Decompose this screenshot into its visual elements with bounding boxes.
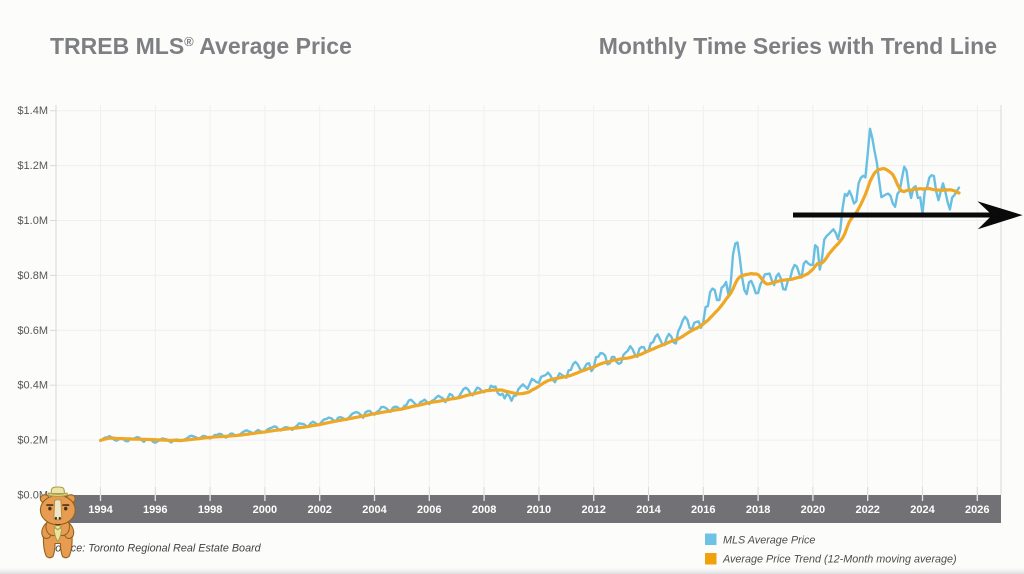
- svg-text:2026: 2026: [965, 504, 989, 516]
- svg-text:MLS Average Price: MLS Average Price: [723, 535, 815, 547]
- svg-text:Source: Toronto Regional Real: Source: Toronto Regional Real Estate Boa…: [48, 543, 262, 555]
- svg-text:$0.2M: $0.2M: [17, 435, 48, 447]
- svg-text:2018: 2018: [746, 504, 770, 516]
- svg-text:2006: 2006: [417, 504, 441, 516]
- svg-text:1996: 1996: [143, 504, 167, 516]
- svg-text:$1.2M: $1.2M: [17, 160, 48, 172]
- svg-text:2008: 2008: [472, 504, 496, 516]
- svg-text:2012: 2012: [581, 504, 605, 516]
- svg-text:1998: 1998: [198, 504, 222, 516]
- svg-text:2022: 2022: [855, 504, 879, 516]
- svg-text:2010: 2010: [527, 504, 551, 516]
- svg-text:$0.6M: $0.6M: [17, 325, 48, 337]
- svg-text:2020: 2020: [801, 504, 825, 516]
- svg-text:$1.4M: $1.4M: [17, 105, 48, 117]
- svg-text:$1.0M: $1.0M: [17, 215, 48, 227]
- svg-text:2002: 2002: [307, 504, 331, 516]
- svg-text:2014: 2014: [636, 504, 661, 516]
- svg-text:2004: 2004: [362, 504, 387, 516]
- svg-text:Monthly Time Series with Trend: Monthly Time Series with Trend Line: [599, 33, 997, 59]
- svg-text:1994: 1994: [88, 504, 113, 516]
- svg-text:$0.8M: $0.8M: [17, 270, 48, 282]
- svg-text:Average Price Trend (12-Month: Average Price Trend (12-Month moving ave…: [722, 554, 957, 566]
- svg-text:2024: 2024: [910, 504, 935, 516]
- svg-text:$0.4M: $0.4M: [17, 380, 48, 392]
- svg-text:TRREB MLS® Average Price: TRREB MLS® Average Price: [50, 33, 352, 59]
- svg-text:2016: 2016: [691, 504, 715, 516]
- svg-text:2000: 2000: [253, 504, 277, 516]
